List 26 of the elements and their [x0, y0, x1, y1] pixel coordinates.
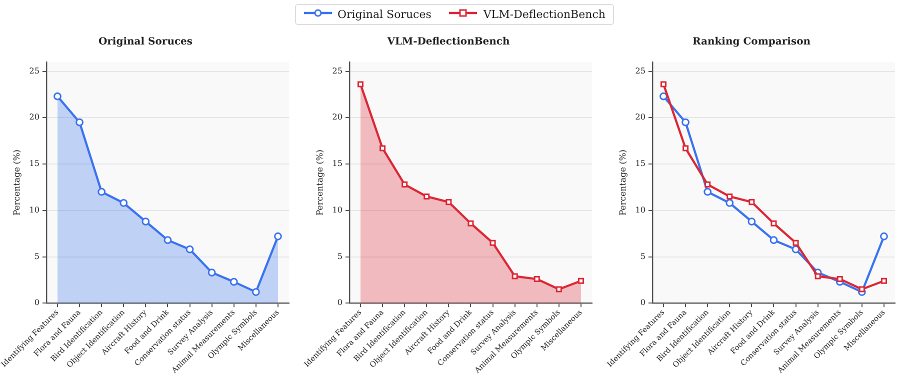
- y-tick-label: 10: [29, 205, 40, 214]
- legend-label: VLM-DeflectionBench: [483, 8, 606, 21]
- y-tick-label: 20: [29, 112, 40, 122]
- y-tick-label: 25: [332, 66, 342, 76]
- y-tick-label: 10: [635, 205, 646, 214]
- y-tick-label: 5: [34, 252, 40, 261]
- y-tick-label: 15: [332, 159, 342, 168]
- y-tick-label: 20: [332, 112, 342, 122]
- y-tick-label: 10: [332, 205, 342, 214]
- chart-title: Original Soruces: [98, 36, 193, 48]
- legend-label: Original Soruces: [338, 8, 432, 21]
- y-tick-label: 5: [640, 252, 646, 261]
- y-tick-label: 15: [29, 159, 40, 168]
- chart-title: VLM-DeflectionBench: [386, 36, 511, 48]
- y-tick-label: 0: [34, 298, 40, 308]
- y-tick-label: 15: [635, 159, 646, 168]
- y-tick-label: 25: [29, 66, 40, 76]
- y-tick-label: 0: [337, 298, 342, 308]
- y-axis-title: Percentage (%): [618, 150, 628, 216]
- chart-title: Ranking Comparison: [692, 36, 812, 48]
- y-axis-title: Percentage (%): [12, 150, 22, 216]
- y-tick-label: 5: [337, 252, 342, 261]
- y-tick-label: 0: [640, 298, 646, 308]
- y-tick-label: 20: [635, 112, 646, 122]
- y-axis-title: Percentage (%): [315, 150, 326, 216]
- y-tick-label: 25: [635, 66, 646, 76]
